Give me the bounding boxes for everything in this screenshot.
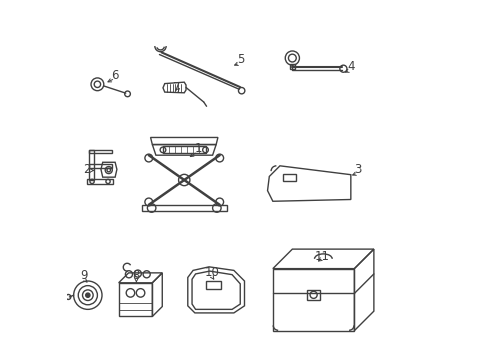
Circle shape bbox=[215, 198, 223, 206]
Text: 6: 6 bbox=[111, 69, 119, 82]
Circle shape bbox=[178, 174, 189, 186]
Text: 5: 5 bbox=[237, 53, 244, 66]
Circle shape bbox=[144, 198, 152, 206]
Circle shape bbox=[215, 154, 223, 162]
Text: 9: 9 bbox=[81, 269, 88, 282]
Circle shape bbox=[144, 154, 152, 162]
Text: 3: 3 bbox=[353, 163, 361, 176]
Text: 1: 1 bbox=[194, 141, 202, 154]
Text: 11: 11 bbox=[314, 250, 329, 263]
Text: 8: 8 bbox=[132, 269, 140, 282]
Circle shape bbox=[85, 293, 90, 297]
Text: 2: 2 bbox=[83, 163, 90, 176]
Text: 4: 4 bbox=[346, 60, 354, 73]
Text: 7: 7 bbox=[173, 81, 181, 94]
Text: 10: 10 bbox=[205, 266, 220, 279]
